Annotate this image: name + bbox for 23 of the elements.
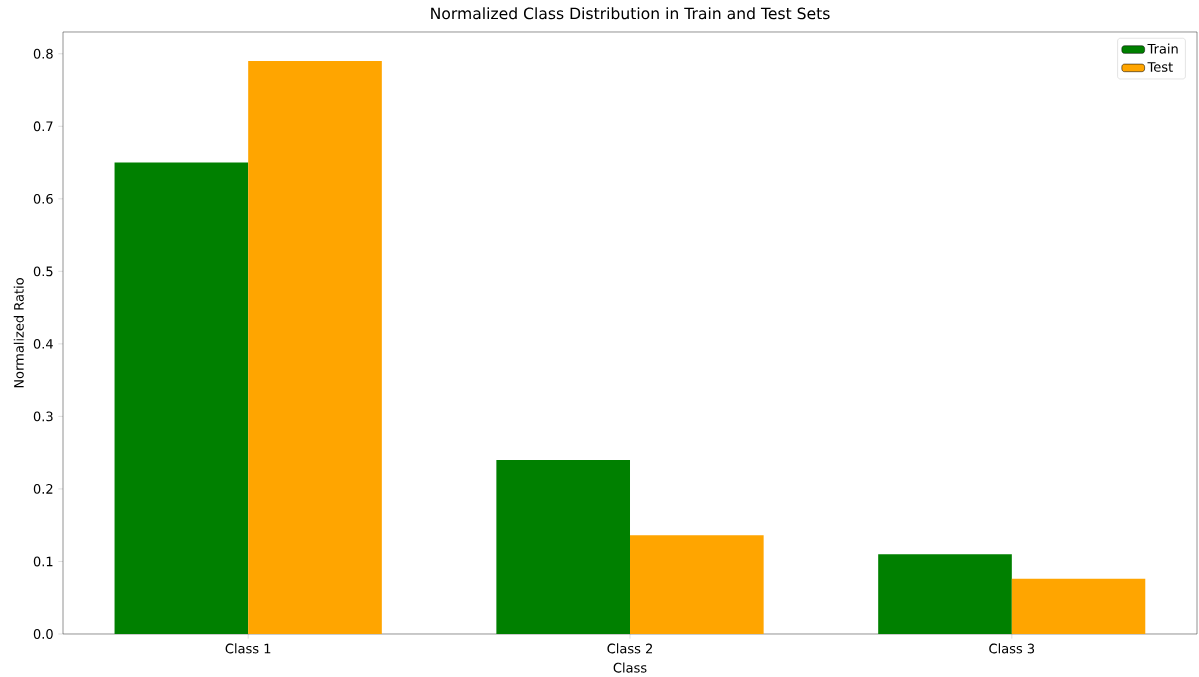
y-tick-label: 0.7 bbox=[33, 121, 53, 132]
legend-label: Train bbox=[1147, 43, 1178, 54]
y-tick-label: 0.1 bbox=[33, 556, 53, 567]
y-tick-label: 0.3 bbox=[33, 411, 53, 422]
x-axis-title: Class bbox=[613, 662, 647, 673]
y-tick-label: 0.8 bbox=[33, 48, 53, 59]
bar bbox=[248, 60, 382, 634]
x-tick-label: Class 2 bbox=[607, 643, 652, 654]
y-tick-label: 0.0 bbox=[33, 629, 53, 639]
x-tick-label: Class 3 bbox=[989, 643, 1035, 654]
y-axis-title: Normalized Ratio bbox=[13, 278, 24, 388]
y-tick-label: 0.2 bbox=[33, 483, 53, 494]
y-tick-label: 0.5 bbox=[33, 266, 53, 277]
bar bbox=[496, 459, 630, 634]
bar bbox=[630, 535, 764, 634]
x-tick-label: Class 1 bbox=[225, 643, 271, 654]
bar bbox=[878, 554, 1012, 634]
y-tick-label: 0.6 bbox=[33, 193, 53, 204]
chart-title: Normalized Class Distribution in Train and Test Sets bbox=[431, 7, 830, 20]
bar bbox=[114, 162, 249, 634]
y-tick-label: 0.4 bbox=[33, 338, 53, 349]
bar bbox=[1011, 578, 1146, 634]
legend-label: Test bbox=[1147, 62, 1173, 72]
